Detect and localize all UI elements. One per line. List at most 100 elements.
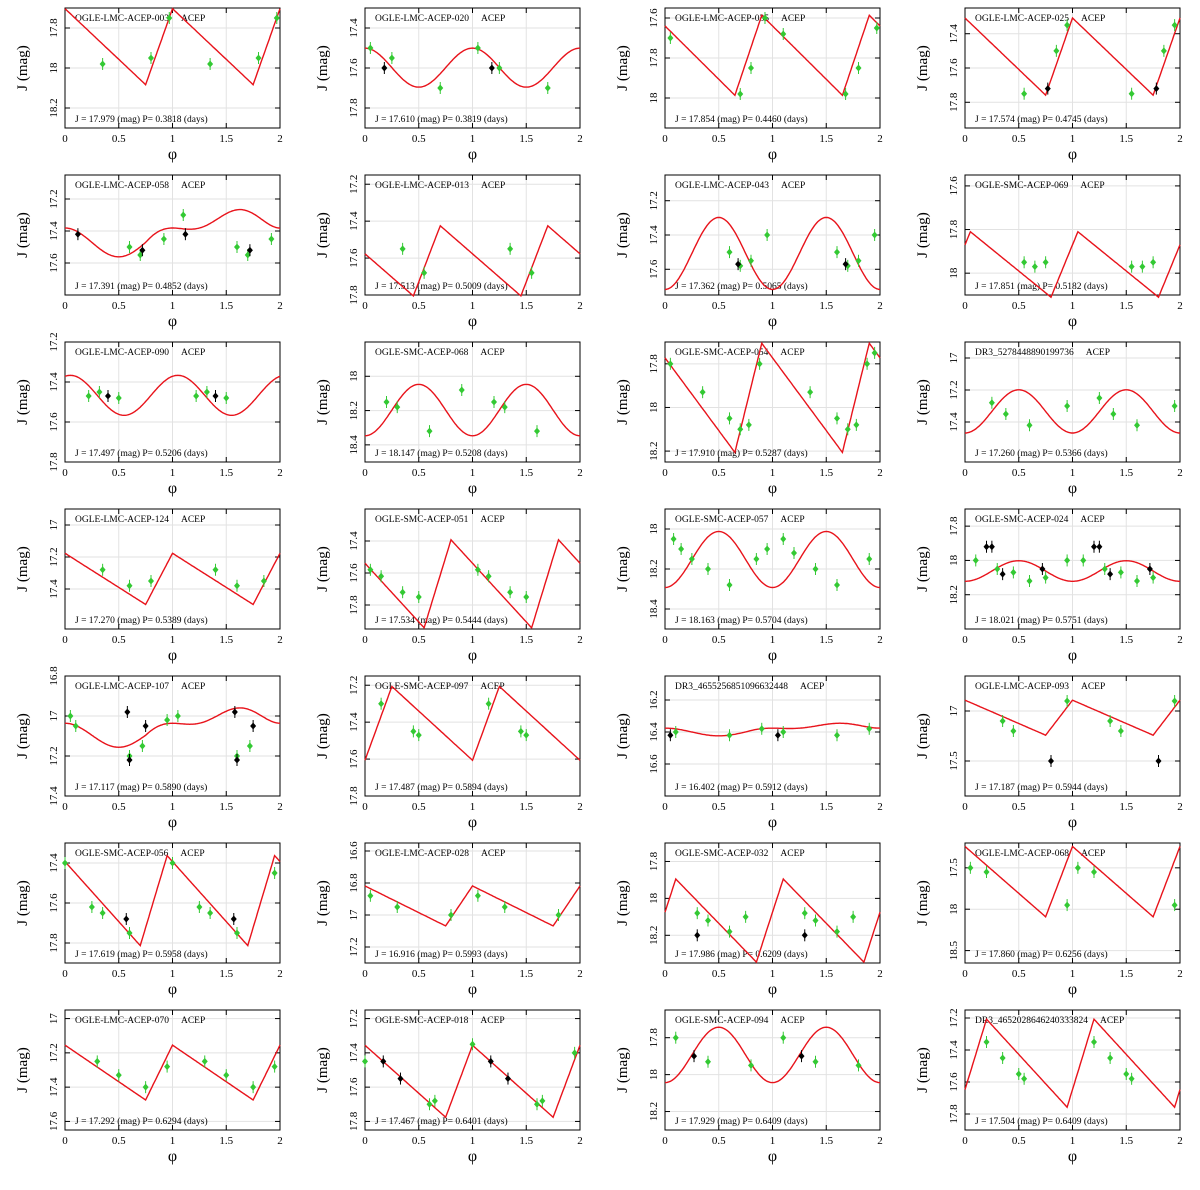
data-point bbox=[99, 60, 106, 68]
y-tick-label: 17.4 bbox=[348, 211, 360, 231]
x-tick-label: 0.5 bbox=[412, 300, 426, 312]
data-point bbox=[780, 1034, 787, 1042]
x-tick-label: 1 bbox=[1070, 968, 1076, 980]
data-point bbox=[474, 44, 481, 52]
y-tick-label: 17.2 bbox=[48, 189, 60, 208]
light-curve-panel: 0 0.5 1 1.5 2 17.2 17.4 17.6 17.8 φ J (mag) OGLE-SM… bbox=[315, 675, 583, 831]
data-point bbox=[394, 403, 401, 411]
x-tick-label: 0 bbox=[962, 300, 968, 312]
data-point bbox=[139, 742, 146, 750]
y-tick-label: 18.2 bbox=[648, 926, 660, 945]
data-point bbox=[164, 716, 171, 724]
y-axis-label: J (mag) bbox=[15, 546, 31, 591]
x-axis-label: φ bbox=[1068, 1148, 1077, 1165]
y-tick-label: 17.2 bbox=[348, 937, 360, 956]
data-point bbox=[726, 581, 733, 589]
y-tick-label: 17.2 bbox=[648, 191, 660, 210]
y-tick-label: 17.4 bbox=[648, 225, 660, 245]
y-axis-label: J (mag) bbox=[915, 379, 931, 424]
data-point bbox=[260, 577, 267, 585]
data-point bbox=[1123, 1070, 1130, 1078]
data-point bbox=[672, 1034, 679, 1042]
panel-title: OGLE-LMC-ACEP-093 ACEP bbox=[975, 682, 1105, 692]
x-tick-label: 1 bbox=[170, 634, 176, 646]
data-point bbox=[1171, 402, 1178, 410]
panel-info: J = 17.504 (mag) P= 0.6409 (days) bbox=[975, 1116, 1108, 1127]
fit-curve bbox=[964, 1017, 1181, 1109]
data-point bbox=[223, 394, 230, 402]
light-curve-panel: 0 0.5 1 1.5 2 17.2 17.4 17.6 17.8 φ J (mag) OGLE-LM… bbox=[315, 174, 583, 330]
data-point bbox=[994, 565, 1001, 573]
data-point bbox=[1101, 565, 1108, 573]
data-point bbox=[1160, 47, 1167, 55]
x-tick-label: 0 bbox=[962, 968, 968, 980]
x-tick-label: 2 bbox=[877, 801, 883, 813]
rejected-point bbox=[1096, 543, 1103, 551]
data-point bbox=[745, 421, 752, 429]
data-point bbox=[694, 909, 701, 917]
x-tick-label: 0 bbox=[962, 133, 968, 145]
y-tick-label: 17 bbox=[48, 1013, 60, 1025]
light-curve-panel: 0 0.5 1 1.5 2 17.2 17.4 17.6 φ J (mag) OGLE-LMC-AC… bbox=[615, 174, 883, 330]
x-tick-label: 2 bbox=[277, 801, 283, 813]
data-point bbox=[271, 1063, 278, 1071]
light-curve-panel: 0 0.5 1 1.5 2 17.2 17.4 17.6 φ J (mag) OGLE-LMC-AC… bbox=[15, 174, 283, 330]
panel-title: OGLE-LMC-ACEP-107 ACEP bbox=[75, 682, 205, 692]
x-axis-label: φ bbox=[1068, 313, 1077, 330]
data-point bbox=[469, 1040, 476, 1048]
fit-curve bbox=[664, 877, 881, 964]
data-point bbox=[834, 581, 840, 589]
data-point bbox=[1171, 21, 1178, 29]
data-point bbox=[1171, 697, 1178, 705]
x-tick-label: 0.5 bbox=[412, 133, 426, 145]
y-tick-label: 16.6 bbox=[648, 754, 660, 774]
x-tick-label: 1.5 bbox=[1119, 467, 1133, 479]
x-tick-label: 0.5 bbox=[1012, 133, 1026, 145]
light-curve-panel: 0 0.5 1 1.5 2 16.2 16.4 16.6 φ J (mag) DR3_4655256… bbox=[615, 675, 883, 831]
x-tick-label: 0 bbox=[662, 968, 668, 980]
x-tick-label: 1 bbox=[470, 300, 476, 312]
light-curve-panel: 0 0.5 1 1.5 2 16.6 16.8 17 17.2 φ J (mag) OGLE-LMC-… bbox=[315, 841, 583, 998]
x-tick-label: 1.5 bbox=[219, 634, 233, 646]
data-point bbox=[196, 903, 203, 911]
y-axis-label: J (mag) bbox=[615, 546, 631, 591]
y-tick-label: 17 bbox=[48, 519, 60, 531]
data-point bbox=[207, 909, 214, 917]
data-point bbox=[234, 929, 240, 937]
x-axis-label: φ bbox=[768, 814, 777, 831]
x-tick-label: 0.5 bbox=[112, 801, 126, 813]
x-axis-label: φ bbox=[768, 313, 777, 330]
x-tick-label: 0.5 bbox=[1012, 634, 1026, 646]
data-point bbox=[1107, 1054, 1114, 1062]
panel-info: J = 17.487 (mag) P= 0.5894 (days) bbox=[375, 782, 508, 793]
data-point bbox=[726, 928, 733, 936]
panel-info: J = 17.497 (mag) P= 0.5206 (days) bbox=[75, 448, 208, 459]
x-tick-label: 1 bbox=[1070, 467, 1076, 479]
y-tick-label: 17.4 bbox=[48, 221, 60, 241]
x-tick-label: 1.5 bbox=[1119, 300, 1133, 312]
y-tick-label: 17.4 bbox=[948, 24, 960, 44]
y-tick-label: 17 bbox=[48, 710, 60, 722]
data-point bbox=[1021, 90, 1028, 98]
fit-curve bbox=[664, 530, 881, 589]
data-point bbox=[496, 64, 503, 72]
data-point bbox=[726, 414, 733, 422]
panel-info: J = 18.021 (mag) P= 0.5751 (days) bbox=[975, 615, 1108, 626]
y-tick-label: 17.4 bbox=[48, 853, 60, 873]
data-point bbox=[148, 54, 154, 62]
data-point bbox=[844, 425, 851, 433]
panel-info: J = 17.260 (mag) P= 0.5366 (days) bbox=[975, 448, 1108, 459]
x-tick-label: 2 bbox=[577, 1135, 583, 1147]
data-point bbox=[780, 535, 787, 543]
data-point bbox=[517, 727, 524, 735]
light-curve-panel: 0 0.5 1 1.5 2 17.4 17.6 17.8 φ J (mag) OGLE-SMC-AC… bbox=[315, 508, 583, 664]
y-tick-label: 17.8 bbox=[948, 516, 960, 536]
panel-info: J = 17.391 (mag) P= 0.4852 (days) bbox=[75, 281, 208, 292]
x-tick-label: 1.5 bbox=[1119, 133, 1133, 145]
y-tick-label: 17.8 bbox=[348, 595, 360, 615]
data-point bbox=[378, 700, 385, 708]
data-point bbox=[388, 54, 395, 62]
data-point bbox=[160, 235, 167, 243]
panel-info: J = 17.619 (mag) P= 0.5958 (days) bbox=[75, 949, 208, 960]
x-tick-label: 0.5 bbox=[112, 300, 126, 312]
